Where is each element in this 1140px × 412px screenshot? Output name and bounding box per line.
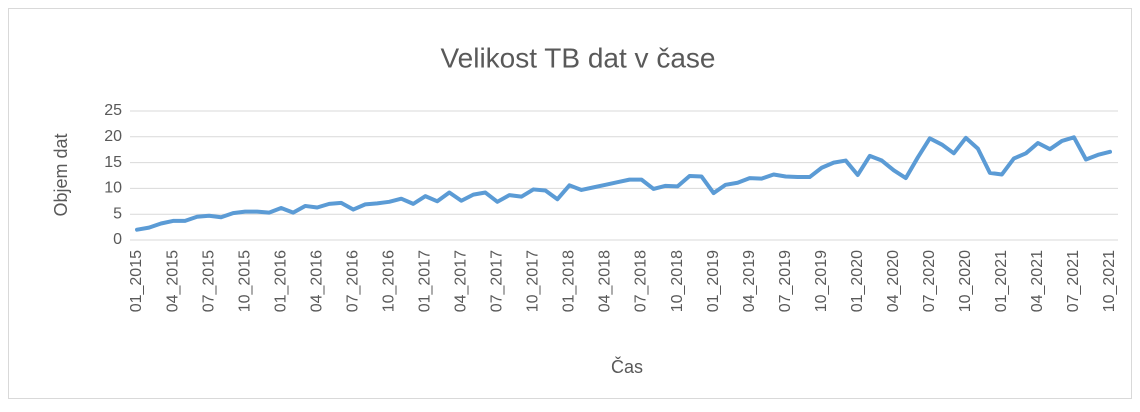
- x-tick-label: 10_2015: [236, 250, 253, 312]
- x-tick-label: 04_2019: [741, 250, 758, 312]
- x-tick-label: 10_2021: [1101, 250, 1118, 312]
- x-tick-label: 01_2018: [561, 250, 578, 312]
- x-tick-label: 07_2015: [200, 250, 217, 312]
- x-tick-label: 07_2021: [1065, 250, 1082, 312]
- x-tick-label: 04_2021: [1029, 250, 1046, 312]
- x-tick-label: 01_2016: [272, 250, 289, 312]
- chart-title: Velikost TB dat v čase: [441, 42, 716, 73]
- y-tick-label: 15: [104, 154, 122, 171]
- x-tick-label: 10_2018: [669, 250, 686, 312]
- x-tick-label: 10_2019: [813, 250, 830, 312]
- y-tick-label: 5: [113, 205, 122, 222]
- x-tick-label: 10_2020: [957, 250, 974, 312]
- x-tick-label: 10_2017: [525, 250, 542, 312]
- y-tick-label: 10: [104, 180, 122, 197]
- x-tick-label: 01_2015: [128, 250, 145, 312]
- x-tick-label: 01_2020: [849, 250, 866, 312]
- x-tick-label: 10_2016: [380, 250, 397, 312]
- x-tick-label: 01_2021: [993, 250, 1010, 312]
- y-tick-label: 0: [113, 231, 122, 248]
- x-tick-label: 07_2020: [921, 250, 938, 312]
- y-tick-label: 25: [104, 102, 122, 119]
- y-tick-label: 20: [104, 128, 122, 145]
- x-tick-label: 01_2017: [417, 250, 434, 312]
- x-tick-label: 07_2018: [633, 250, 650, 312]
- x-tick-label: 07_2017: [489, 250, 506, 312]
- y-axis-label: Objem dat: [51, 133, 71, 216]
- x-tick-label: 04_2016: [308, 250, 325, 312]
- x-axis-label: Čas: [611, 356, 643, 377]
- x-tick-label: 07_2019: [777, 250, 794, 312]
- x-tick-label: 04_2015: [164, 250, 181, 312]
- x-tick-label: 04_2018: [597, 250, 614, 312]
- x-tick-label: 04_2017: [453, 250, 470, 312]
- x-tick-label: 04_2020: [885, 250, 902, 312]
- data-line: [135, 135, 1112, 232]
- chart-border: [8, 8, 1132, 399]
- x-tick-label: 01_2019: [705, 250, 722, 312]
- x-tick-label: 07_2016: [344, 250, 361, 312]
